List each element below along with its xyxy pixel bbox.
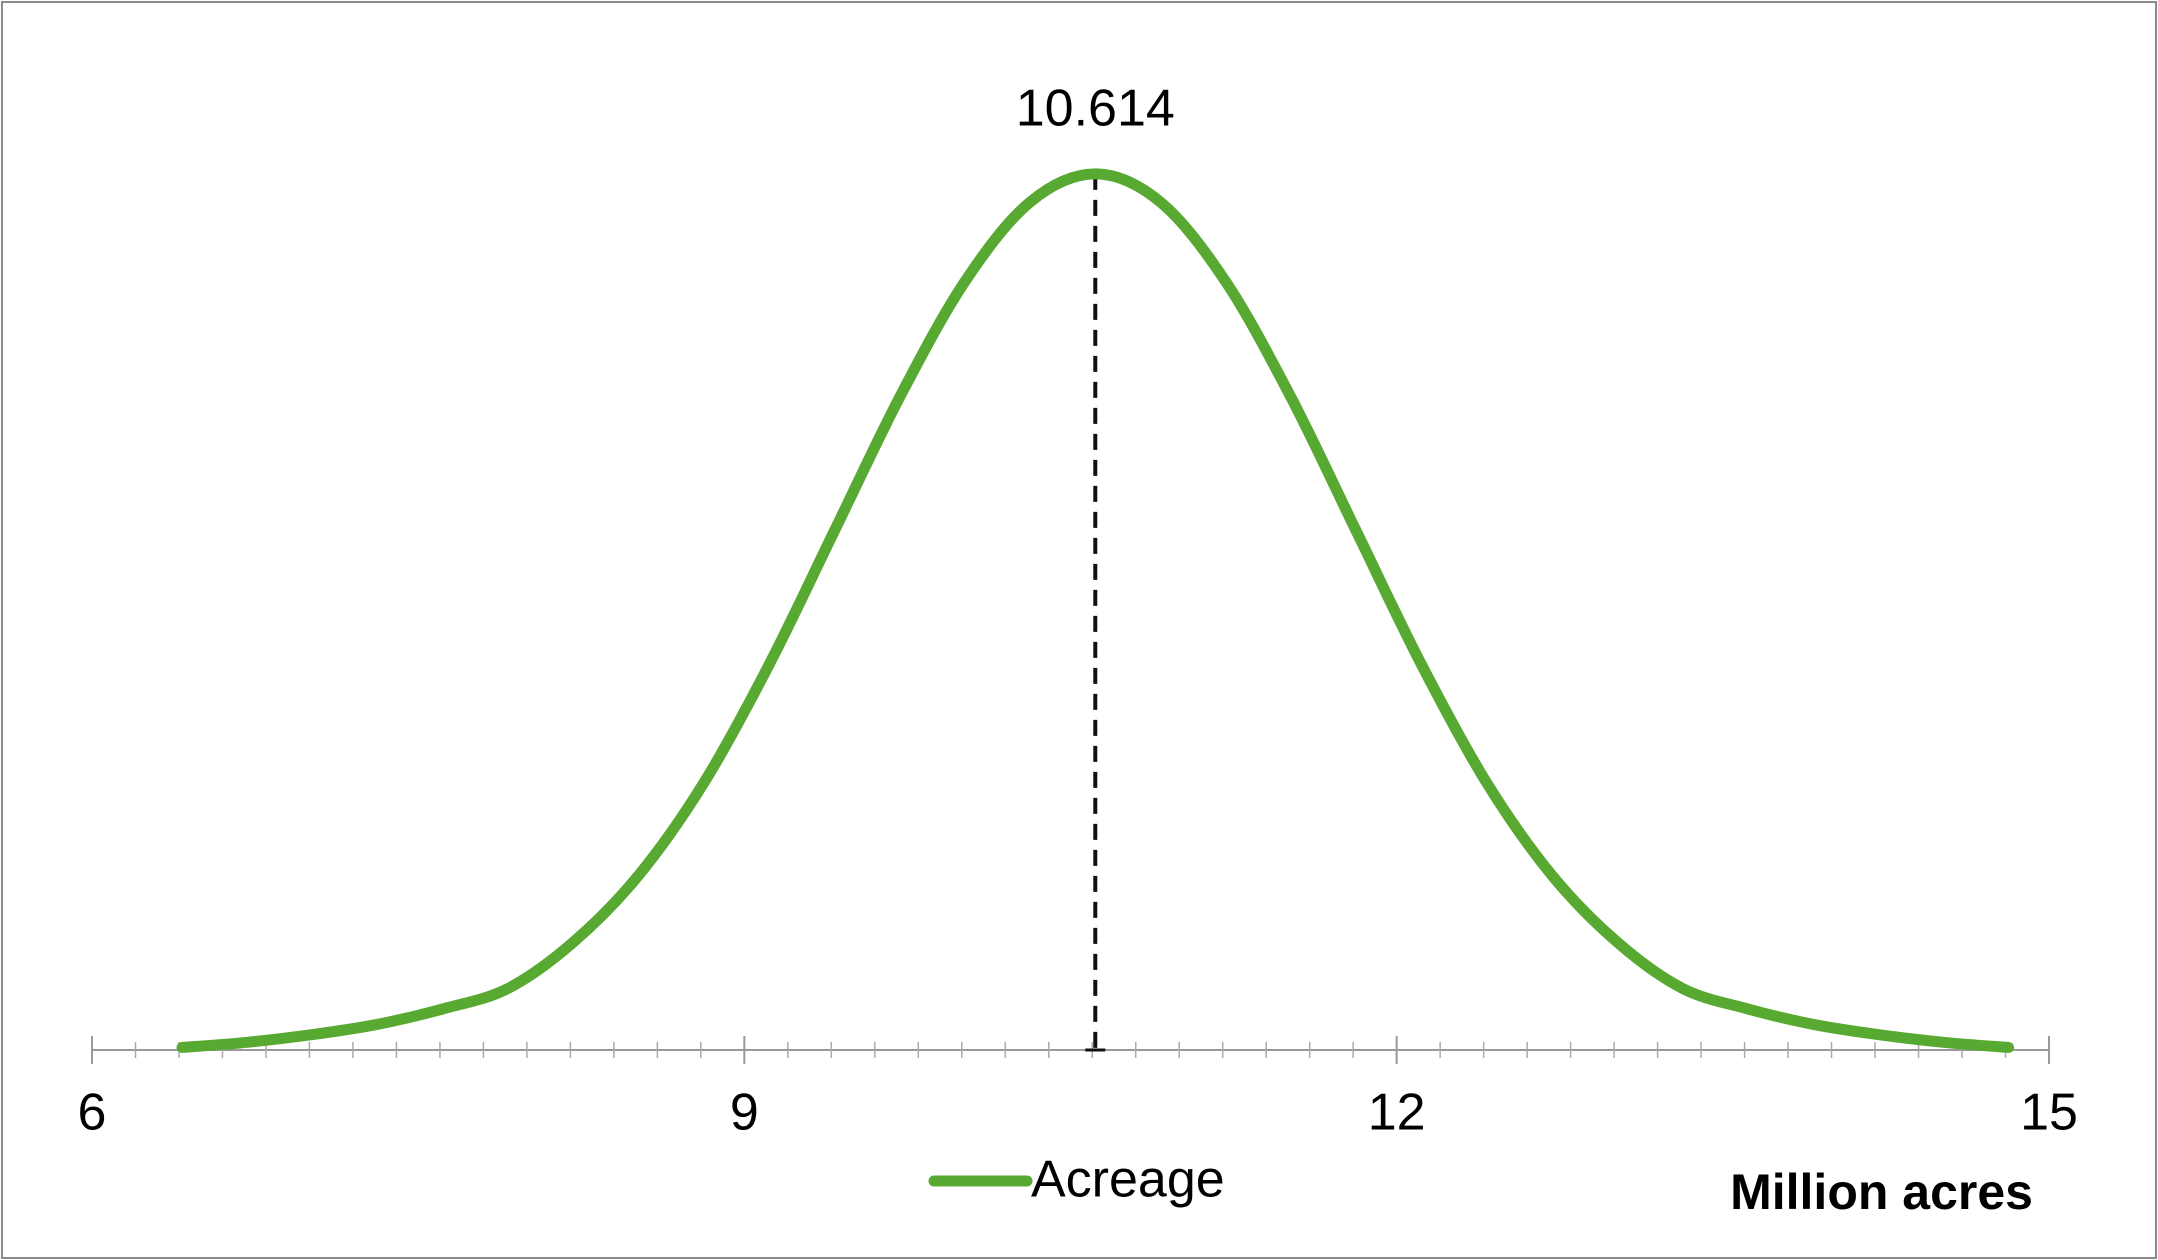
x-tick-label: 9	[730, 1084, 759, 1142]
peak-label: 10.614	[1016, 80, 1175, 138]
legend-label: Acreage	[1031, 1151, 1225, 1209]
x-axis-label: Million acres	[1730, 1164, 2033, 1220]
x-tick-label: 6	[78, 1084, 107, 1142]
x-tick-label: 15	[2020, 1084, 2078, 1142]
line	[176, 168, 2015, 1053]
x-tick-label: 12	[1368, 1084, 1426, 1142]
